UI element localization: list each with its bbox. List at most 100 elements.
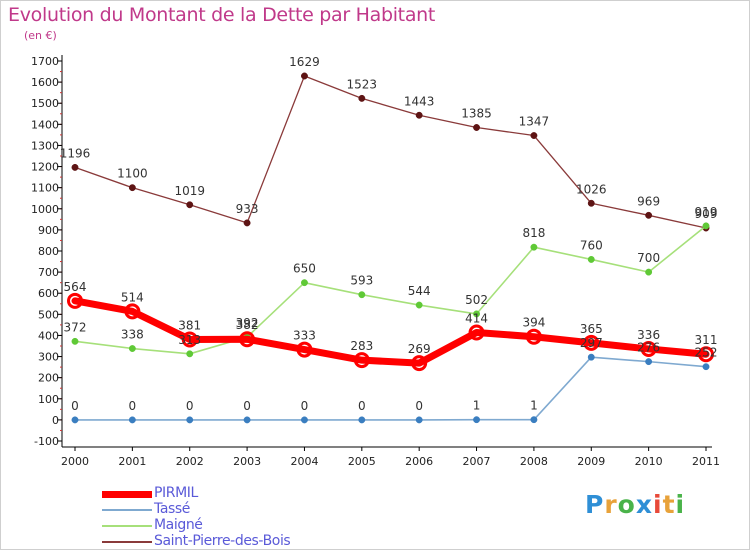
legend-item-saint-pierre-des-bois: Saint-Pierre-des-Bois — [102, 533, 402, 550]
data-label-maign-: 593 — [350, 274, 373, 288]
data-point-pirmil — [468, 324, 485, 341]
legend-swatch-pirmil — [102, 491, 152, 498]
x-tick-label: 2002 — [176, 455, 204, 468]
legend-label-pirmil: PIRMIL — [154, 485, 198, 501]
data-point-tass- — [71, 416, 79, 424]
data-label-maign-: 919 — [695, 205, 718, 219]
data-label-pirmil: 365 — [580, 322, 603, 336]
data-label-saint-pierre-des-bois: 1196 — [60, 146, 91, 160]
data-label-saint-pierre-des-bois: 969 — [637, 194, 660, 208]
data-label-tass-: 0 — [129, 399, 137, 413]
data-point-saint-pierre-des-bois — [530, 132, 538, 139]
data-point-pirmil — [698, 346, 714, 363]
data-label-saint-pierre-des-bois: 1100 — [117, 167, 148, 181]
data-point-maign- — [186, 350, 194, 358]
logo-letter: i — [653, 490, 663, 519]
data-label-saint-pierre-des-bois: 1385 — [461, 107, 492, 121]
y-tick-label: 1100 — [31, 182, 59, 195]
y-tick-label: 900 — [38, 224, 59, 237]
chart-subtitle: (en €) — [24, 29, 57, 42]
data-point-saint-pierre-des-bois — [186, 201, 194, 209]
data-label-tass-: 0 — [358, 399, 366, 413]
legend-item-maigne: Maigné — [102, 517, 402, 534]
data-point-pirmil — [239, 331, 256, 348]
x-tick-label: 2009 — [577, 455, 605, 468]
legend-label-tasse: Tassé — [154, 501, 191, 517]
legend-item-tasse: Tassé — [102, 501, 402, 518]
data-label-pirmil: 414 — [465, 311, 488, 325]
legend-swatch-maigne — [102, 525, 152, 527]
data-label-pirmil: 564 — [64, 280, 87, 294]
data-point-saint-pierre-des-bois — [587, 199, 595, 207]
data-label-maign-: 544 — [408, 284, 431, 298]
data-point-saint-pierre-des-bois — [71, 163, 79, 171]
data-point-maign- — [415, 301, 423, 309]
data-point-tass- — [186, 416, 194, 424]
series-line-pirmil — [71, 297, 710, 367]
data-point-pirmil — [67, 292, 83, 309]
proxiti-logo: Proxiti — [585, 490, 685, 519]
data-label-maign-: 313 — [178, 333, 201, 347]
data-point-maign- — [702, 222, 710, 230]
data-point-tass- — [702, 363, 710, 371]
y-tick-label: 300 — [38, 351, 59, 364]
data-label-maign-: 700 — [637, 251, 660, 265]
data-label-tass-: 0 — [415, 399, 423, 413]
data-label-maign-: 502 — [465, 293, 488, 307]
data-point-saint-pierre-des-bois — [358, 94, 366, 102]
data-label-maign-: 392 — [236, 316, 259, 330]
data-label-saint-pierre-des-bois: 909 — [695, 207, 718, 221]
data-point-tass- — [128, 416, 136, 424]
data-label-pirmil: 382 — [236, 318, 259, 332]
data-label-pirmil: 514 — [121, 290, 144, 304]
chart-title: Evolution du Montant de la Dette par Hab… — [8, 4, 436, 26]
y-tick-label: 800 — [38, 245, 59, 258]
data-label-maign-: 818 — [522, 226, 545, 240]
data-point-pirmil — [124, 303, 141, 320]
x-tick-label: 2001 — [118, 455, 146, 468]
series-line-saint-pierre-des-bois — [74, 75, 707, 229]
y-tick-label: 1500 — [31, 97, 59, 110]
data-label-tass-: 0 — [186, 399, 194, 413]
data-point-maign- — [530, 243, 538, 251]
data-label-saint-pierre-des-bois: 1026 — [576, 182, 607, 196]
y-tick-label: 1000 — [31, 203, 59, 216]
legend-label-saint-pierre-des-bois: Saint-Pierre-des-Bois — [154, 533, 291, 549]
data-label-pirmil: 394 — [522, 316, 545, 330]
data-label-pirmil: 381 — [178, 318, 201, 332]
data-label-pirmil: 269 — [408, 342, 431, 356]
data-label-tass-: 297 — [580, 336, 603, 350]
data-point-tass- — [587, 353, 595, 361]
y-tick-label: 1300 — [31, 139, 59, 152]
data-label-saint-pierre-des-bois: 1347 — [519, 115, 550, 129]
data-label-maign-: 372 — [64, 320, 87, 334]
x-tick-label: 2005 — [348, 455, 376, 468]
x-tick-label: 2007 — [463, 455, 491, 468]
y-tick-label: 1700 — [31, 55, 59, 68]
data-point-maign- — [128, 345, 136, 352]
data-label-pirmil: 311 — [695, 333, 718, 347]
data-point-saint-pierre-des-bois — [415, 111, 423, 119]
data-label-saint-pierre-des-bois: 1443 — [404, 94, 435, 108]
series-line-tass- — [74, 356, 707, 421]
legend: PIRMIL Tassé Maigné Saint-Pierre-des-Boi… — [102, 485, 402, 550]
data-label-saint-pierre-des-bois: 933 — [236, 202, 259, 216]
y-tick-label: 0 — [52, 414, 59, 427]
data-point-pirmil — [353, 352, 370, 369]
data-point-tass- — [301, 416, 308, 424]
y-tick-label: 200 — [38, 372, 59, 385]
data-point-saint-pierre-des-bois — [473, 124, 480, 131]
x-tick-label: 2011 — [692, 455, 720, 468]
y-tick-label: 700 — [38, 266, 59, 279]
data-label-maign-: 760 — [580, 238, 603, 252]
data-label-saint-pierre-des-bois: 1629 — [289, 55, 320, 69]
data-point-pirmil — [640, 340, 657, 357]
data-point-pirmil — [411, 355, 428, 372]
logo-letter: o — [617, 490, 636, 519]
data-label-tass-: 0 — [301, 399, 309, 413]
logo-letter: x — [635, 490, 653, 519]
y-tick-label: 1200 — [31, 161, 59, 174]
legend-swatch-saint-pierre-des-bois — [102, 541, 152, 543]
data-point-pirmil — [583, 334, 600, 351]
